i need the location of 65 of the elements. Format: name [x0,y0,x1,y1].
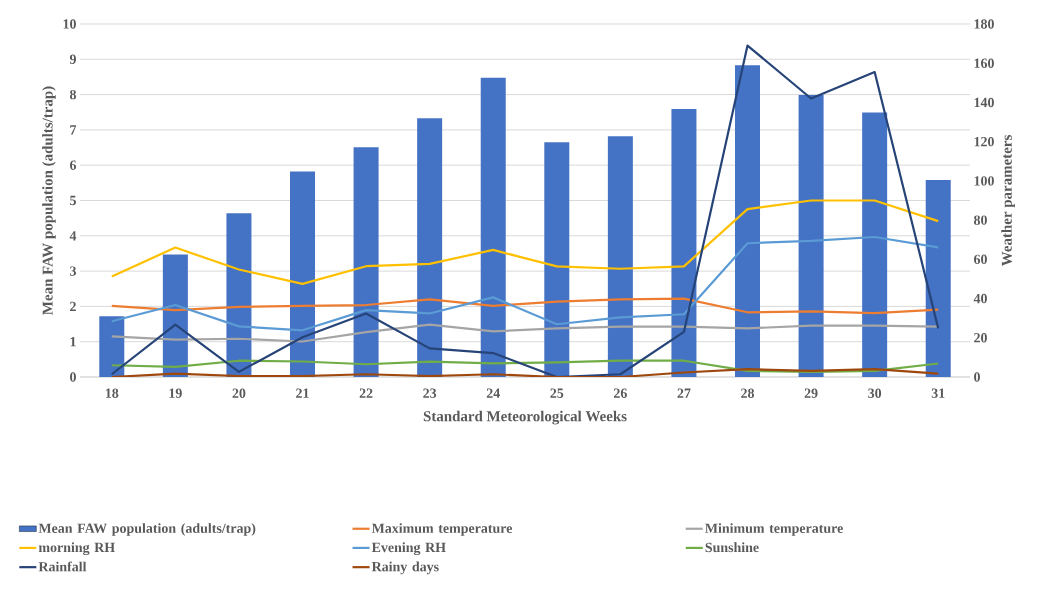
legend-label: Evening RH [371,542,446,556]
y2-tick-label: 160 [974,58,994,68]
y2-tick-label: 100 [974,176,994,186]
line-series [110,323,940,343]
y-tick-label: 5 [70,195,76,206]
bar [862,112,888,377]
legend-label: Mean FAW population (adults/trap) [38,523,256,536]
y2-tick-label: 180 [974,19,994,29]
x-tick-label: 27 [677,388,691,398]
x-tick-label: 25 [550,388,564,398]
y2-tick-label: 140 [974,97,994,108]
x-tick-label: 30 [868,388,882,398]
y2-tick-label: 40 [973,293,987,304]
x-tick-label: 21 [296,388,309,398]
legend-label: Rainfall [38,561,87,572]
bar [925,180,951,377]
y-tick-label: 4 [69,231,77,241]
x-tick-label: 26 [613,388,627,398]
y-axis-title: Mean FAW population (adults/trap) [42,86,56,315]
x-tick-label: 23 [423,388,437,398]
y2-tick-label: 60 [974,254,987,265]
x-tick-label: 28 [741,388,755,398]
line-series [110,44,940,377]
y2-axis-title: Weather parameters [1001,135,1015,267]
y-tick-label: 7 [70,125,77,135]
x-tick-label: 29 [804,388,818,398]
line-series [110,359,940,373]
y2-tick-label: 120 [974,136,994,147]
x-tick-label: 18 [105,388,119,398]
line-series [110,235,940,332]
y-tick-label: 8 [69,89,77,100]
x-tick-label: 20 [232,388,246,398]
x-tick-label: 22 [359,388,373,398]
bar [798,94,824,377]
x-tick-label: 24 [486,388,500,398]
x-axis-title: Standard Meteorological Weeks [423,410,627,425]
legend-label: Minimum temperature [705,523,843,536]
line-series [110,199,940,285]
y-tick-label: 1 [70,337,76,347]
bar [480,77,506,377]
bar [99,316,125,377]
x-tick-label: 19 [169,388,182,398]
line-series [110,297,940,315]
bar [735,65,761,377]
y-tick-label: 6 [69,160,77,170]
legend-label: Maximum temperature [371,523,513,536]
bar [544,142,570,377]
bar [353,147,379,377]
y-tick-label: 0 [70,372,76,382]
bar [290,171,315,377]
y-tick-label: 2 [70,301,76,312]
bar [607,136,633,377]
y-tick-label: 10 [63,19,76,29]
legend-label: Rainy days [371,561,439,575]
line-series [110,368,940,377]
y-tick-label: 3 [70,266,77,276]
y-tick-label: 9 [69,54,76,64]
y2-tick-label: 0 [974,372,980,382]
x-tick-label: 31 [931,388,945,398]
legend-label: morning RH [38,542,115,556]
legend-label: Sunshine [705,542,759,553]
bar [417,118,443,377]
y2-tick-label: 20 [974,333,987,343]
bar [226,213,252,377]
y2-tick-label: 80 [974,215,987,225]
